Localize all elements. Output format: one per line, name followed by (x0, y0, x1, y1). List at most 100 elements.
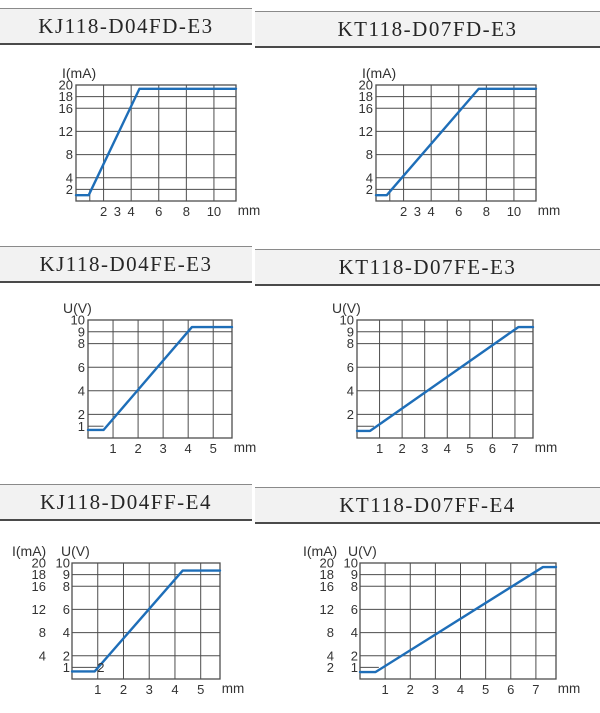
svg-text:16: 16 (359, 101, 373, 116)
svg-text:1: 1 (109, 441, 116, 456)
svg-text:4: 4 (327, 648, 334, 663)
svg-text:2: 2 (351, 648, 358, 663)
svg-text:8: 8 (366, 147, 373, 162)
svg-text:8: 8 (327, 625, 334, 640)
svg-text:5: 5 (482, 682, 489, 697)
charts-row-1: 20 18 16 12 8 4 2 2 3 4 6 8 10 mm I(mA) 20 18 16 12 8 4 2 2 3 4… (0, 48, 600, 223)
svg-text:6: 6 (155, 204, 162, 219)
svg-text:6: 6 (507, 682, 514, 697)
svg-text:8: 8 (347, 336, 354, 351)
svg-text:4: 4 (78, 383, 85, 398)
svg-text:1: 1 (376, 441, 383, 456)
x-unit-label: mm (234, 440, 257, 455)
svg-text:4: 4 (347, 383, 354, 398)
svg-text:12: 12 (320, 602, 334, 617)
svg-text:5: 5 (466, 441, 473, 456)
svg-text:2: 2 (400, 204, 407, 219)
svg-text:6: 6 (351, 602, 358, 617)
svg-text:1: 1 (94, 682, 101, 697)
y-axis-title: U(V) (63, 300, 92, 316)
svg-text:2: 2 (63, 648, 70, 663)
svg-text:10: 10 (207, 204, 221, 219)
signal-curve (70, 569, 222, 673)
x-unit-label: mm (538, 203, 561, 218)
svg-text:6: 6 (489, 441, 496, 456)
svg-text:8: 8 (78, 336, 85, 351)
y-axis-title: I(mA) (62, 65, 96, 81)
svg-text:10: 10 (340, 313, 354, 328)
svg-text:6: 6 (455, 204, 462, 219)
svg-text:2: 2 (66, 182, 73, 197)
svg-text:9: 9 (63, 567, 70, 582)
charts-row-2: 10 9 8 6 4 2 1 1 2 3 4 5 mm U(V) 10 9 8 6 4 2 1 2 3 4 5 6 7 mm U(V) (0, 286, 600, 461)
grid-lines (360, 563, 556, 679)
svg-text:4: 4 (185, 441, 192, 456)
svg-text:4: 4 (39, 648, 46, 663)
grid-lines (88, 320, 232, 438)
x-unit-label: mm (238, 203, 261, 218)
svg-text:7: 7 (511, 441, 518, 456)
svg-text:9: 9 (351, 567, 358, 582)
plot-border (356, 319, 534, 439)
svg-text:1: 1 (382, 682, 389, 697)
svg-text:2: 2 (347, 407, 354, 422)
charts-row-3: 20 18 16 12 8 4 10 9 8 6 4 2 1 1 2 3 4 5 mm I(mA) U(V) 2 20 18… (0, 524, 600, 706)
svg-text:4: 4 (428, 204, 435, 219)
y-axis-title: U(V) (332, 300, 361, 316)
grid-lines (357, 320, 533, 438)
svg-text:12: 12 (59, 124, 73, 139)
svg-text:5: 5 (210, 441, 217, 456)
svg-text:4: 4 (171, 682, 178, 697)
chart-title-kt118-d07fe-e3: KT118-D07FE-E3 (255, 249, 600, 286)
svg-text:1: 1 (63, 660, 70, 675)
svg-text:8: 8 (66, 147, 73, 162)
svg-text:20: 20 (320, 556, 334, 571)
signal-curve (86, 325, 234, 432)
y-axis-title: I(mA) (12, 543, 46, 559)
svg-text:8: 8 (183, 204, 190, 219)
x-unit-label: mm (222, 681, 245, 696)
svg-text:8: 8 (483, 204, 490, 219)
chart-title-kj118-d04fe-e3: KJ118-D04FE-E3 (0, 246, 252, 283)
x-unit-label: mm (535, 440, 558, 455)
svg-text:6: 6 (78, 360, 85, 375)
svg-text:2: 2 (327, 660, 334, 675)
svg-text:2: 2 (120, 682, 127, 697)
svg-text:12: 12 (32, 602, 46, 617)
grid-lines (72, 563, 220, 679)
svg-text:4: 4 (128, 204, 135, 219)
svg-text:4: 4 (351, 625, 358, 640)
svg-text:1: 1 (351, 660, 358, 675)
svg-text:4: 4 (457, 682, 464, 697)
svg-text:3: 3 (114, 204, 121, 219)
svg-text:16: 16 (32, 579, 46, 594)
chart-title-kj118-d04ff-e4: KJ118-D04FF-E4 (0, 484, 252, 521)
y-axis-title: U(V) (61, 543, 90, 559)
stray-tick-label: 2 (97, 660, 104, 675)
svg-text:9: 9 (78, 324, 85, 339)
svg-text:10: 10 (71, 313, 85, 328)
svg-text:10: 10 (56, 556, 70, 571)
svg-text:16: 16 (320, 579, 334, 594)
y-axis-title: U(V) (348, 543, 377, 559)
svg-text:4: 4 (444, 441, 451, 456)
svg-text:8: 8 (351, 579, 358, 594)
svg-text:18: 18 (59, 89, 73, 104)
chart-title-kt118-d07ff-e4: KT118-D07FF-E4 (255, 487, 600, 524)
y-axis-title: I(mA) (362, 65, 396, 81)
chart-title-kt118-d07fd-e3: KT118-D07FD-E3 (255, 11, 600, 48)
section-fd-models: KJ118-D04FD-E3 KT118-D07FD-E3 20 18 16 12 8 4… (0, 8, 600, 223)
svg-text:12: 12 (359, 124, 373, 139)
svg-text:5: 5 (197, 682, 204, 697)
plot-border (359, 562, 557, 680)
svg-text:18: 18 (320, 567, 334, 582)
svg-text:2: 2 (134, 441, 141, 456)
